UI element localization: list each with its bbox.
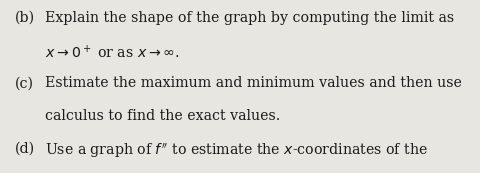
Text: (d): (d) [15,142,35,156]
Text: $x \rightarrow 0^+$ or as $x \rightarrow \infty$.: $x \rightarrow 0^+$ or as $x \rightarrow… [45,44,180,61]
Text: calculus to find the exact values.: calculus to find the exact values. [45,109,280,123]
Text: Explain the shape of the graph by computing the limit as: Explain the shape of the graph by comput… [45,11,453,25]
Text: (b): (b) [15,11,35,25]
Text: Estimate the maximum and minimum values and then use: Estimate the maximum and minimum values … [45,76,461,90]
Text: Use a graph of $f''$ to estimate the $x$-coordinates of the: Use a graph of $f''$ to estimate the $x$… [45,142,427,160]
Text: (c): (c) [15,76,34,90]
